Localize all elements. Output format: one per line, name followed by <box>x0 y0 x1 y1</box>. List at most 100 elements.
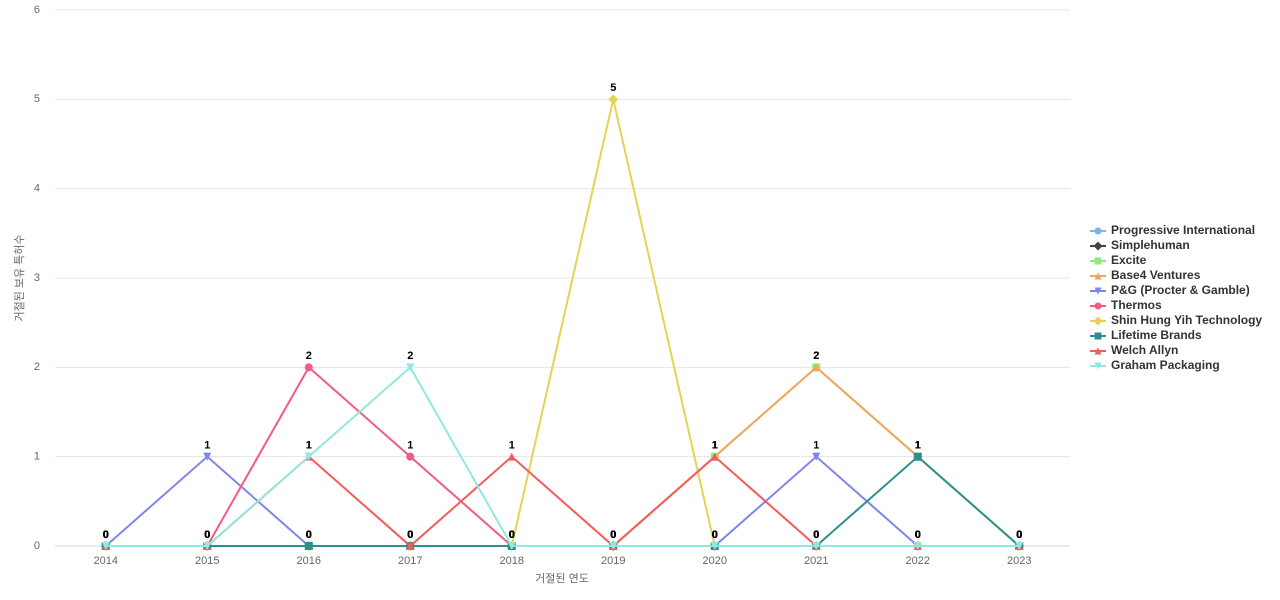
data-label: 0 <box>306 529 312 541</box>
data-label: 5 <box>610 82 616 94</box>
legend-marker <box>1094 287 1102 295</box>
data-label: 0 <box>407 529 413 541</box>
data-point <box>507 452 516 461</box>
data-label: 0 <box>712 529 718 541</box>
data-label: 0 <box>915 529 921 541</box>
legend-marker <box>1093 241 1103 251</box>
data-point <box>608 94 619 105</box>
data-label: 0 <box>103 529 109 541</box>
data-point <box>812 363 821 372</box>
y-tick-label: 4 <box>34 183 40 195</box>
x-axis-title: 거절된 연도 <box>535 572 589 585</box>
data-label: 0 <box>915 529 921 541</box>
data-label: 0 <box>306 529 312 541</box>
data-label: 0 <box>306 529 312 541</box>
data-label: 0 <box>915 529 921 541</box>
y-tick-label: 0 <box>34 540 40 552</box>
data-label: 2 <box>407 350 413 362</box>
legend-label: Shin Hung Yih Technology <box>1111 313 1262 327</box>
data-label: 0 <box>103 529 109 541</box>
data-label: 0 <box>509 529 515 541</box>
legend-marker <box>1094 272 1102 280</box>
data-label: 0 <box>813 529 819 541</box>
data-point <box>101 542 110 550</box>
legend-label: Progressive International <box>1111 223 1255 237</box>
x-tick-label: 2022 <box>906 555 930 567</box>
data-label: 0 <box>1016 529 1022 541</box>
data-label: 0 <box>610 529 616 541</box>
data-label: 2 <box>813 350 819 362</box>
data-point <box>304 363 313 372</box>
data-label: 0 <box>204 529 210 541</box>
data-label: 0 <box>712 529 718 541</box>
x-tick-label: 2016 <box>297 555 321 567</box>
data-label: 0 <box>610 529 616 541</box>
data-label: 0 <box>204 529 210 541</box>
x-tick-label: 2014 <box>94 555 118 567</box>
data-point <box>507 542 516 550</box>
data-label: 1 <box>306 440 312 452</box>
data-point <box>203 452 212 461</box>
data-label: 0 <box>813 529 819 541</box>
x-tick-label: 2017 <box>398 555 422 567</box>
legend-label: Graham Packaging <box>1111 358 1220 372</box>
series-line <box>105 99 1020 547</box>
legend-marker <box>1094 347 1102 355</box>
data-label: 1 <box>915 440 921 452</box>
data-label: 0 <box>407 529 413 541</box>
data-label: 0 <box>813 529 819 541</box>
data-label: 0 <box>407 529 413 541</box>
data-label: 0 <box>915 529 921 541</box>
data-label: 0 <box>712 529 718 541</box>
legend-marker <box>1094 362 1102 370</box>
data-label: 0 <box>610 529 616 541</box>
data-label: 0 <box>509 529 515 541</box>
data-point <box>913 542 922 550</box>
data-label: 0 <box>610 529 616 541</box>
x-tick-label: 2015 <box>195 555 219 567</box>
data-label: 0 <box>813 529 819 541</box>
legend-marker <box>1094 302 1102 310</box>
data-label: 0 <box>103 529 109 541</box>
data-label: 0 <box>407 529 413 541</box>
data-point <box>406 542 415 550</box>
legend-label: P&G (Procter & Gamble) <box>1111 283 1250 297</box>
data-label: 1 <box>712 440 718 452</box>
data-label: 0 <box>610 529 616 541</box>
data-label: 0 <box>103 529 109 541</box>
data-label: 0 <box>813 529 819 541</box>
legend-marker <box>1094 332 1102 340</box>
legend-marker <box>1093 316 1103 326</box>
data-label: 0 <box>306 529 312 541</box>
legend-label: Base4 Ventures <box>1111 268 1201 282</box>
data-label: 0 <box>915 529 921 541</box>
data-label: 0 <box>813 529 819 541</box>
data-label: 0 <box>306 529 312 541</box>
x-tick-label: 2019 <box>601 555 625 567</box>
data-label: 2 <box>813 350 819 362</box>
data-label: 0 <box>1016 529 1022 541</box>
x-tick-label: 2023 <box>1007 555 1031 567</box>
data-label: 0 <box>1016 529 1022 541</box>
data-label: 1 <box>509 440 515 452</box>
y-axis-title: 거절된 보유 특허수 <box>13 234 26 321</box>
data-label: 0 <box>407 529 413 541</box>
data-label: 0 <box>1016 529 1022 541</box>
legend-label: Lifetime Brands <box>1111 328 1202 342</box>
data-label: 0 <box>509 529 515 541</box>
legend-label: Excite <box>1111 253 1147 267</box>
data-label: 0 <box>509 529 515 541</box>
data-label: 0 <box>915 529 921 541</box>
y-tick-label: 3 <box>34 272 40 284</box>
x-tick-label: 2021 <box>804 555 828 567</box>
data-label: 0 <box>1016 529 1022 541</box>
data-label: 1 <box>712 440 718 452</box>
data-label: 0 <box>204 529 210 541</box>
series-line <box>105 455 1020 548</box>
data-label: 0 <box>204 529 210 541</box>
data-label: 1 <box>813 440 819 452</box>
data-label: 0 <box>407 529 413 541</box>
data-label: 1 <box>306 440 312 452</box>
legend-label: Simplehuman <box>1111 238 1190 252</box>
data-label: 0 <box>712 529 718 541</box>
